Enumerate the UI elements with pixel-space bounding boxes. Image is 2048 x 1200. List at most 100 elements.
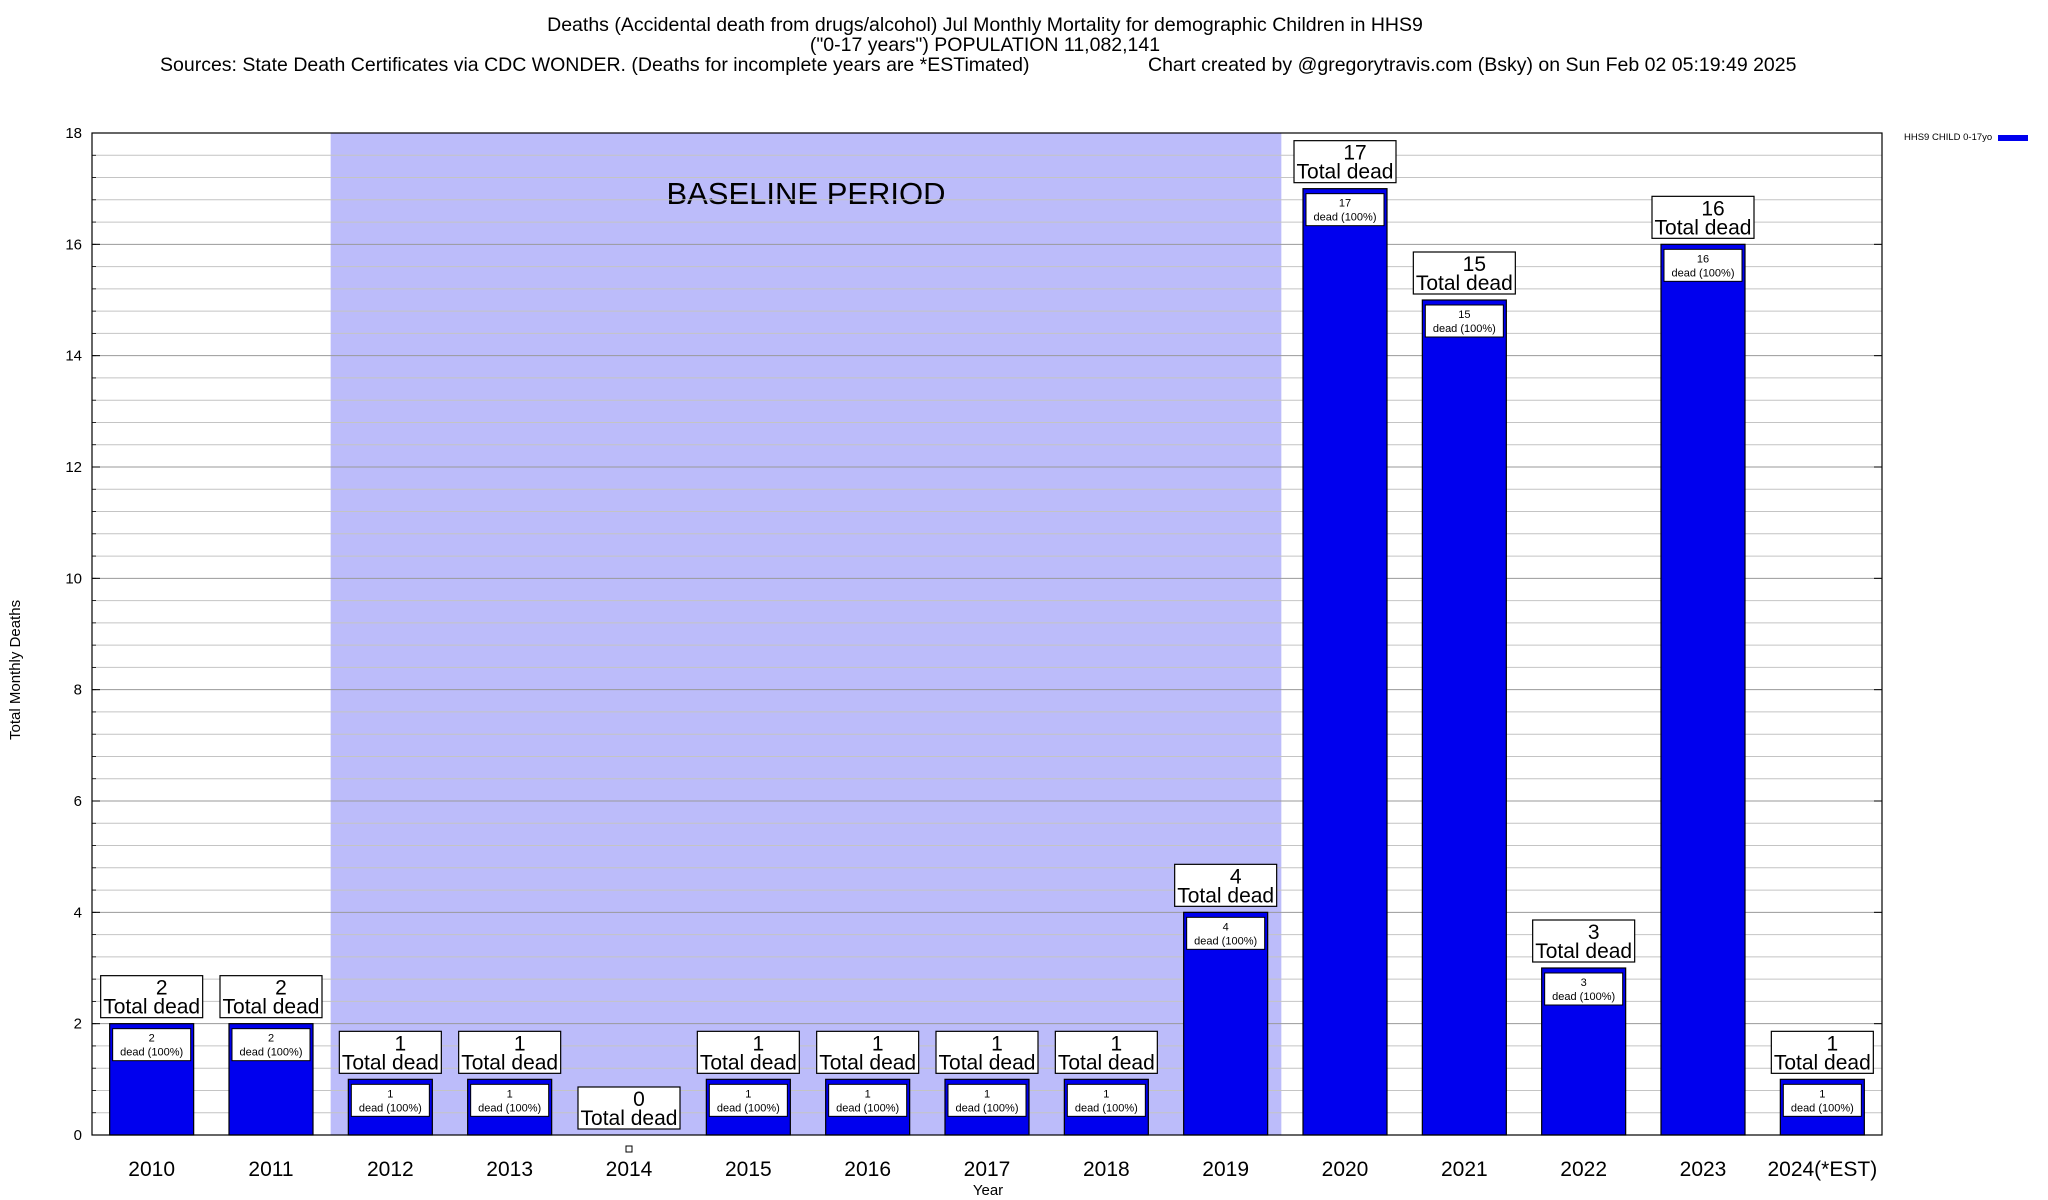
total-label-box [577,1086,681,1130]
total-label-value: 2 [275,977,287,1000]
y-tick-label: 6 [74,793,82,810]
x-tick-label: 2018 [1083,1158,1130,1181]
total-label-value: 15 [1463,253,1486,276]
x-tick-label: 2024(*EST) [1767,1158,1877,1181]
y-tick-label: 18 [65,125,82,142]
x-tick-label: 2017 [964,1158,1011,1181]
bar-inner-percent: dead (100%) [478,1102,541,1114]
bar-inner-percent: dead (100%) [1314,212,1377,224]
y-tick-label: 14 [65,348,82,365]
total-label-text: Total dead [1177,884,1274,907]
total-label-box [338,1030,442,1074]
bar-inner-label-box [708,1083,788,1117]
bar-inner-percent: dead (100%) [359,1102,422,1114]
total-label-text: Total dead [700,1051,797,1074]
total-label-text: Total dead [1297,161,1394,184]
total-label-text: Total dead [581,1107,678,1130]
total-label-value: 1 [394,1032,406,1055]
total-label-box [219,975,323,1019]
chart-sources: Sources: State Death Certificates via CD… [160,54,1030,76]
bar-inner-count: 1 [387,1088,393,1100]
bar [1302,188,1388,1136]
bar-inner-count: 1 [984,1088,990,1100]
total-label-text: Total dead [342,1051,439,1074]
y-tick-label: 4 [74,904,82,921]
total-label-value: 1 [752,1032,764,1055]
total-label-box [1412,251,1516,295]
bar-inner-percent: dead (100%) [120,1047,183,1059]
x-tick-label: 2023 [1680,1158,1727,1181]
x-tick-label: 2021 [1441,1158,1488,1181]
bar-inner-count: 1 [507,1088,513,1100]
x-tick-label: 2020 [1322,1158,1369,1181]
axes-group: 2010 2011 2012 2013 2014 2015 2016 2017 2018 2019… [65,125,1883,1199]
total-label-text: Total dead [1058,1051,1155,1074]
total-label-box [816,1030,920,1074]
bar-inner-count: 2 [149,1033,155,1045]
total-label-value: 1 [991,1032,1003,1055]
x-tick-label: 2014 [606,1158,653,1181]
bar-inner-percent: dead (100%) [1791,1102,1854,1114]
bar-inner-count: 16 [1697,253,1709,265]
total-label-box [1532,919,1636,963]
bar-inner-count: 4 [1223,921,1229,933]
total-label-value: 1 [872,1032,884,1055]
y-tick-label: 2 [74,1016,82,1033]
bar-inner-label-box [1305,193,1385,227]
bar-inner-count: 1 [745,1088,751,1100]
total-label-box [458,1030,562,1074]
total-label-text: Total dead [103,996,200,1019]
bar-inner-count: 15 [1458,309,1470,321]
baseline-region [330,133,1282,1135]
bar [1660,243,1746,1136]
x-tick-label: 2022 [1560,1158,1607,1181]
total-label-value: 1 [514,1032,526,1055]
bar-inner-label-box [1663,248,1743,282]
x-tick-label: 2010 [128,1158,175,1181]
bar-inner-label-box [112,1028,192,1062]
bar-inner-label-box [231,1028,311,1062]
bar-inner-count: 17 [1339,198,1351,210]
total-label-value: 1 [1826,1032,1838,1055]
legend: HHS9 CHILD 0-17yo [1904,132,2029,143]
total-label-value: 16 [1701,197,1724,220]
zero-value-marker [625,1145,633,1153]
bar-inner-count: 1 [1819,1088,1825,1100]
total-label-box [1293,140,1397,184]
total-label-value: 3 [1588,921,1600,944]
bar-inner-label-box [350,1083,430,1117]
bar-inner-percent: dead (100%) [240,1047,303,1059]
bar-inner-label-box [1424,304,1504,338]
total-label-text: Total dead [1416,272,1513,295]
bar-inner-percent: dead (100%) [1433,323,1496,335]
x-tick-label: 2012 [367,1158,414,1181]
total-label-value: 0 [633,1088,645,1111]
y-tick-label: 10 [65,570,82,587]
bar-inner-percent: dead (100%) [1194,935,1257,947]
total-label-value: 1 [1110,1032,1122,1055]
total-label-box [1174,863,1278,907]
total-label-value: 2 [156,977,168,1000]
y-tick-label: 8 [74,682,82,699]
bar-inner-percent: dead (100%) [1672,267,1735,279]
bar-inner-label-box [947,1083,1027,1117]
bar-inner-percent: dead (100%) [836,1102,899,1114]
bar-inner-label-box [1544,972,1624,1006]
bar-inner-percent: dead (100%) [1552,991,1615,1003]
bar-inner-percent: dead (100%) [717,1102,780,1114]
total-label-text: Total dead [819,1051,916,1074]
x-tick-label: 2019 [1202,1158,1249,1181]
total-label-box [100,975,204,1019]
legend-label: HHS9 CHILD 0-17yo [1904,132,1993,143]
total-label-box [1770,1030,1874,1074]
x-tick-label: 2013 [486,1158,533,1181]
total-label-text: Total dead [1535,940,1632,963]
x-tick-label: 2016 [844,1158,891,1181]
total-label-box [935,1030,1039,1074]
total-label-text: Total dead [1655,216,1752,239]
total-label-box [1054,1030,1158,1074]
bar-inner-count: 2 [268,1033,274,1045]
bar-inner-label-box [1066,1083,1146,1117]
